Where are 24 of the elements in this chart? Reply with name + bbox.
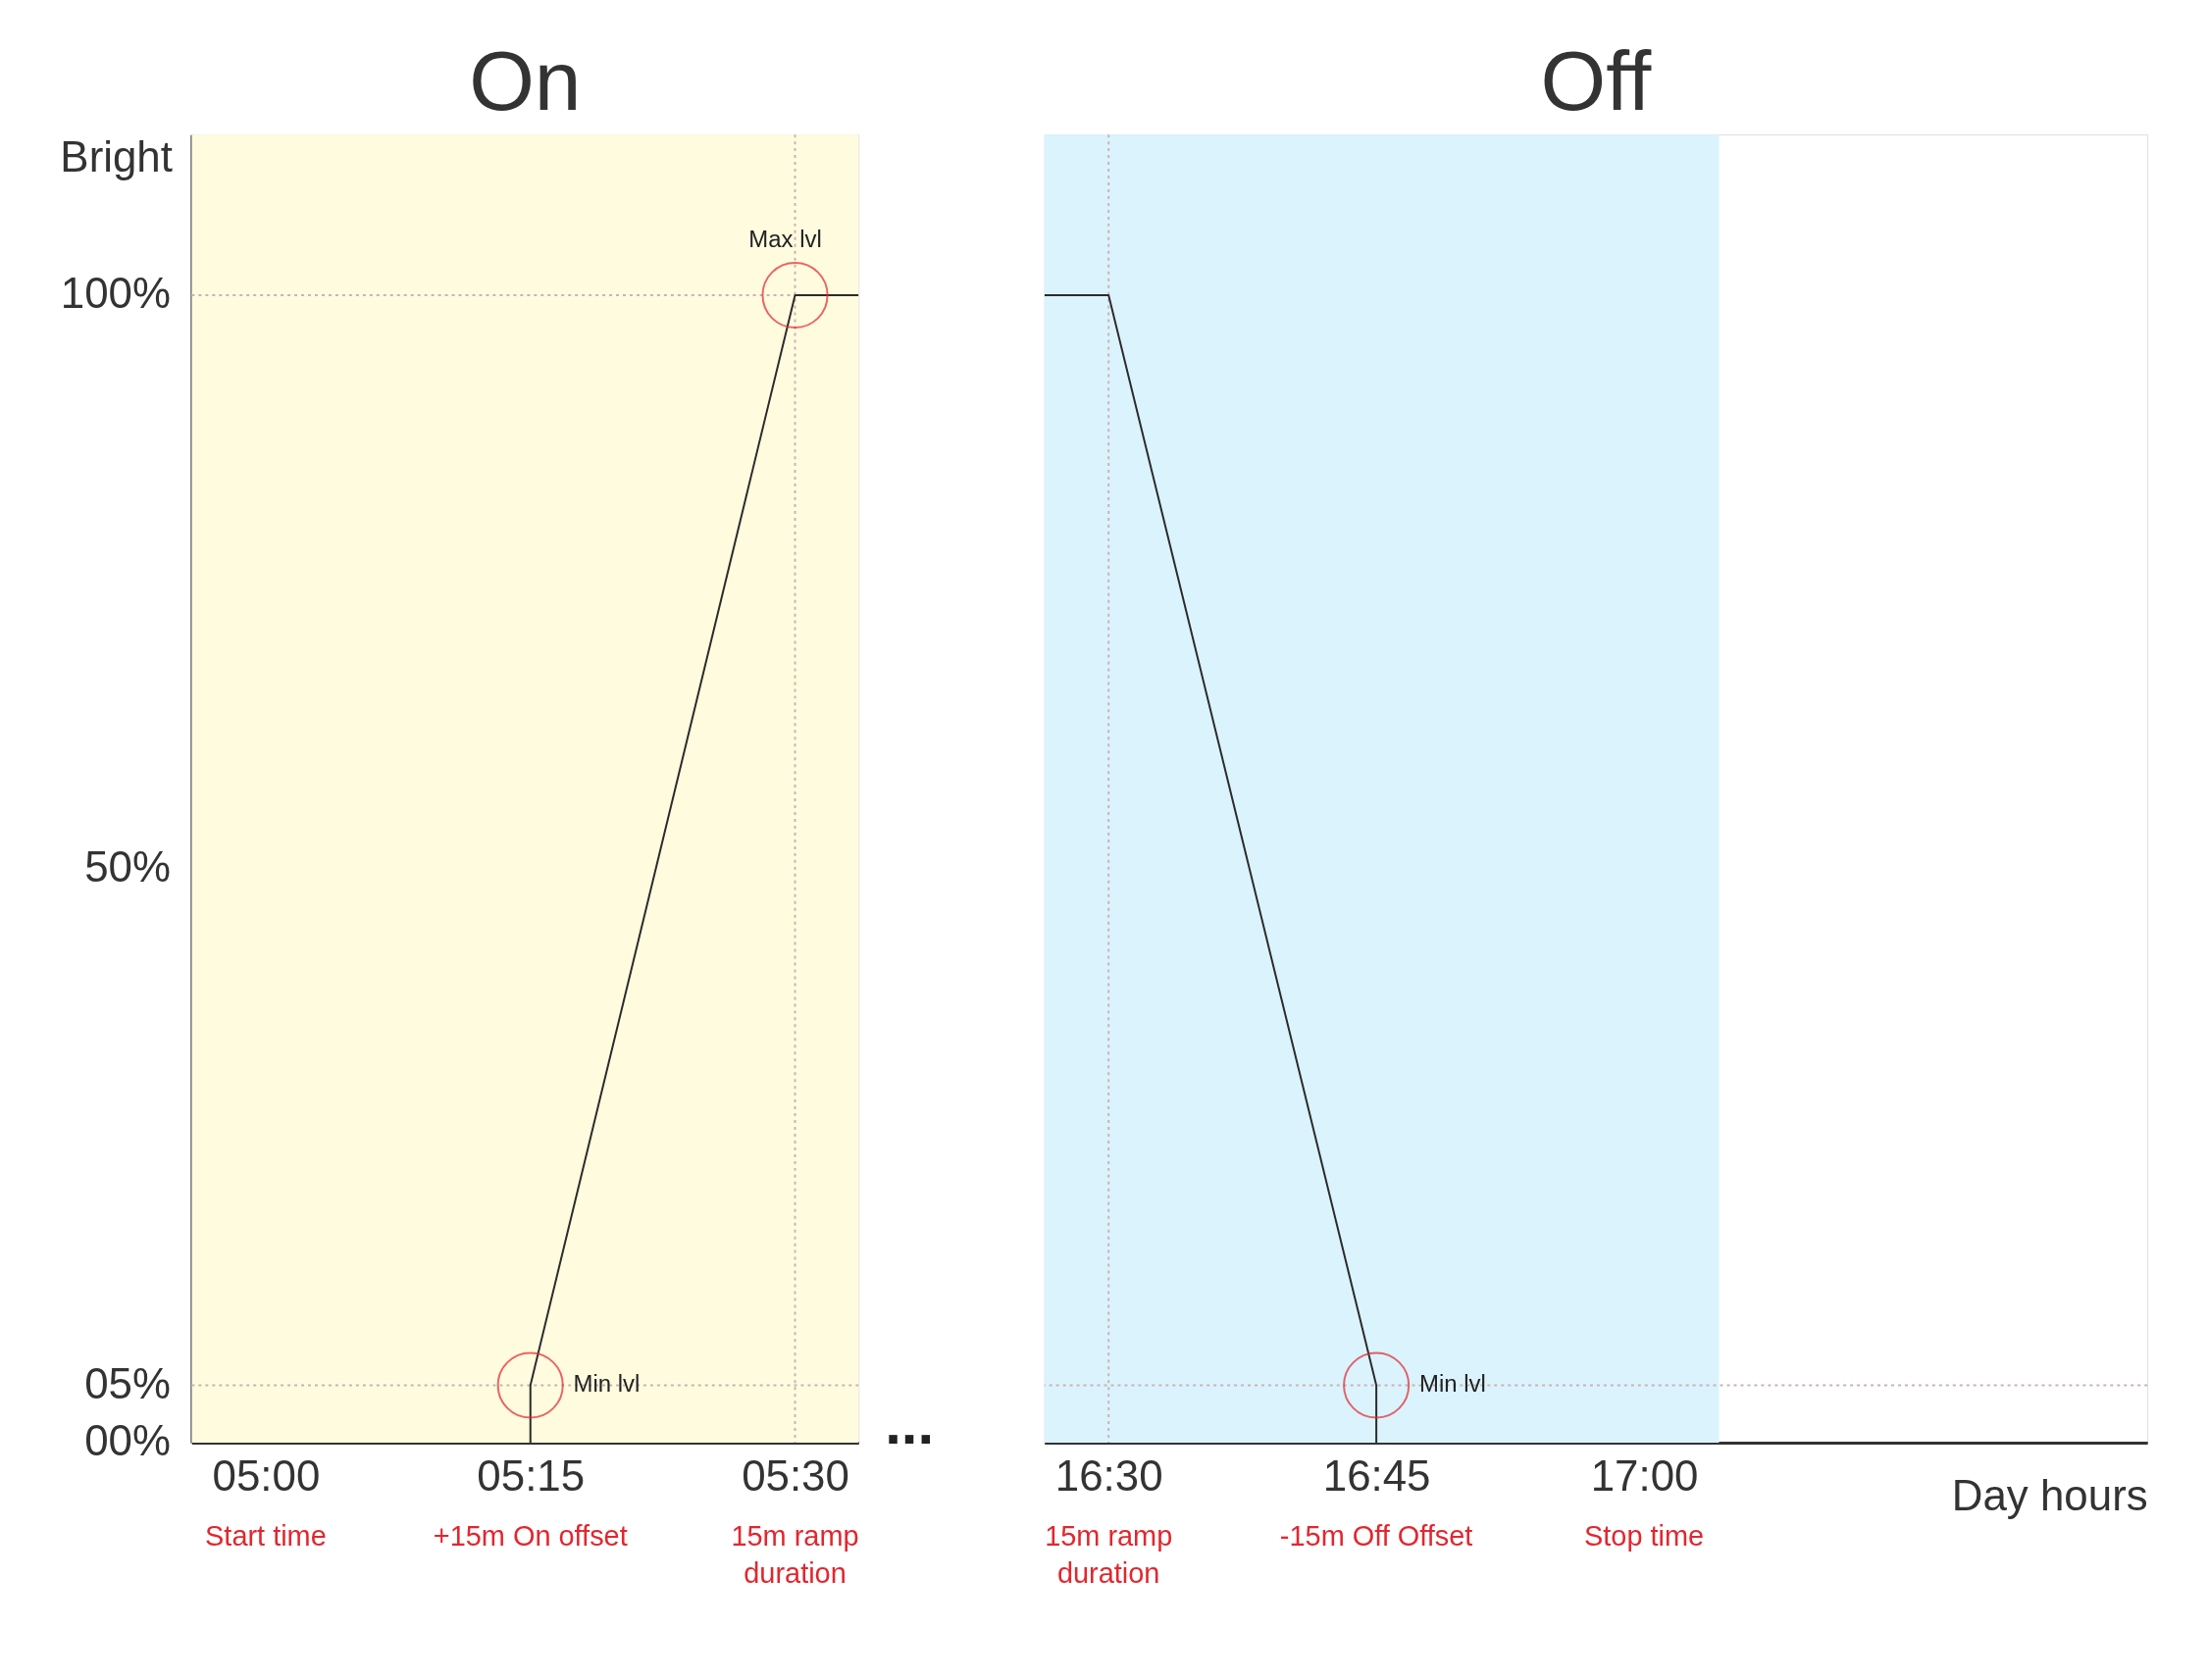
x-tick-label: 05:00: [212, 1451, 321, 1501]
y-tick-label: 05%: [84, 1358, 171, 1407]
y-tick-label: 00%: [84, 1416, 171, 1465]
y-axis-title: Bright: [60, 131, 173, 180]
x-tick-label: 05:15: [477, 1451, 586, 1501]
text: +15m On offset: [433, 1519, 628, 1552]
annotation: Min lvl: [573, 1370, 641, 1398]
chart-title: On: [469, 33, 582, 128]
x-axis-title: Day hours: [1951, 1471, 2148, 1520]
y-tick-label: 50%: [84, 842, 171, 891]
text: Start time: [205, 1519, 327, 1552]
text: ...: [885, 1391, 935, 1457]
x-tick-label: 16:30: [1054, 1451, 1163, 1501]
chart-title: Off: [1540, 33, 1652, 128]
text: 15m ramp duration: [1045, 1519, 1173, 1589]
text: 15m ramp duration: [731, 1519, 859, 1589]
text: Stop time: [1584, 1519, 1705, 1552]
annotation: Max lvl: [748, 226, 822, 253]
text: -15m Off Offset: [1279, 1519, 1473, 1552]
x-tick-label: 16:45: [1322, 1451, 1431, 1501]
y-tick-label: 100%: [60, 269, 171, 318]
x-tick-label: 05:30: [742, 1451, 849, 1501]
annotation: Min lvl: [1419, 1370, 1486, 1398]
x-tick-label: 17:00: [1590, 1451, 1699, 1501]
